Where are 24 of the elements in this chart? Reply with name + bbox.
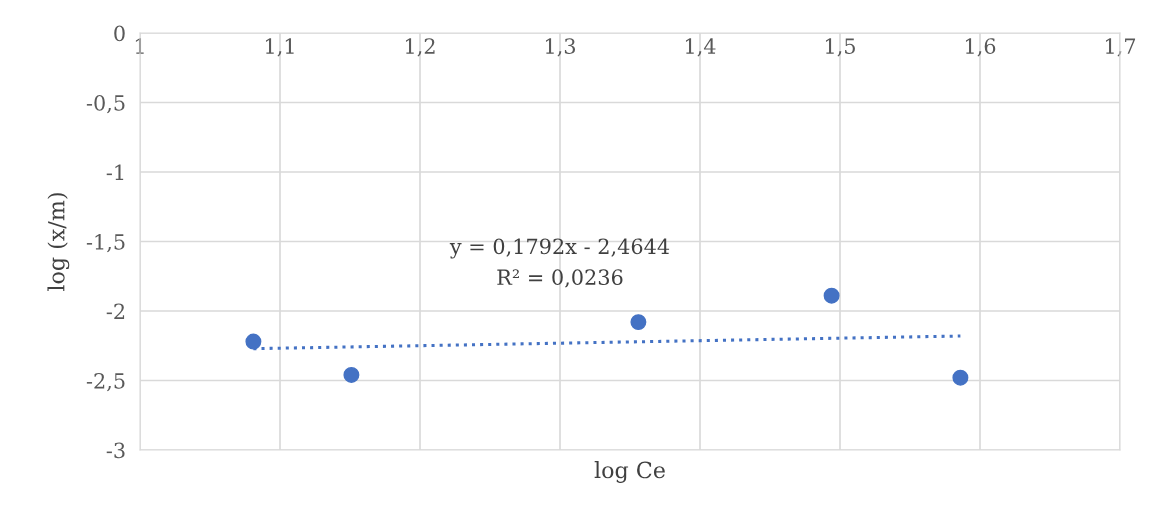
x-tick-label: 1 [135, 38, 144, 54]
point [245, 333, 262, 350]
y-tick-label: -2,5 [86, 372, 125, 392]
point [630, 314, 647, 331]
point [823, 287, 840, 304]
y-tick-label: -0,5 [86, 94, 125, 114]
x-tick-label: 1,7 [1105, 38, 1136, 57]
y-tick-label: -2 [106, 303, 125, 319]
x-tick-label: 1,4 [685, 38, 716, 57]
y-tick-label: -1,5 [86, 233, 125, 253]
x-tick-label: 1,3 [545, 38, 576, 57]
point [952, 369, 969, 386]
y-tick-label: -3 [106, 442, 125, 459]
x-tick-label: 1,6 [965, 38, 996, 57]
x-tick-label: 1,1 [265, 38, 294, 57]
x-axis-title: log Ce [594, 461, 665, 483]
annotation: y = 0,1792x - 2,4644 [449, 238, 670, 259]
x-tick-label: 1,5 [825, 38, 855, 57]
y-tick-label: 0 [114, 25, 125, 42]
point [343, 366, 360, 383]
annotation: R² = 0,0236 [497, 269, 623, 288]
y-tick-label: -1 [106, 164, 124, 180]
x-tick-label: 1,2 [405, 38, 435, 57]
y-axis-title: log (x/m) [47, 193, 70, 291]
